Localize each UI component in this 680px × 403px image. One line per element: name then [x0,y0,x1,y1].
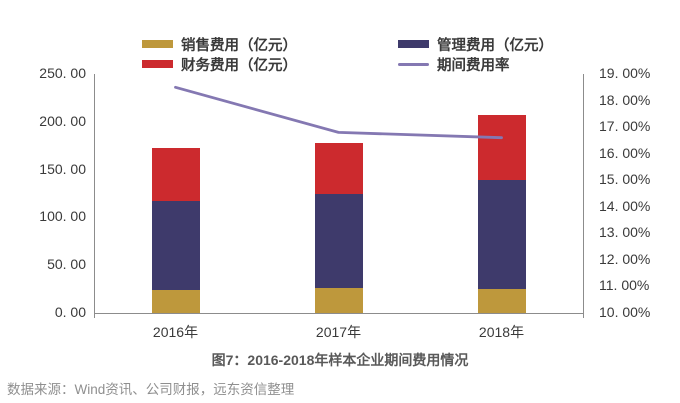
bar-segment-sales-expenses [314,288,363,313]
right-axis-tick-label: 12. 00% [599,250,651,267]
legend-label-sales-expenses: 销售费用（亿元） [181,37,297,54]
right-axis-tick-label: 16. 00% [599,144,651,161]
left-axis-tick-label: 0. 00 [54,304,86,320]
left-axis-tick-label: 100. 00 [39,208,86,225]
period-expense-ratio-line [174,85,503,140]
legend-item-financial-expenses: 财务费用（亿元） [142,56,297,74]
left-axis-tick-label: 200. 00 [39,112,86,129]
x-axis-category-label: 2017年 [315,324,362,340]
legend-swatch-period-expense-ratio [398,62,429,66]
right-axis-tick-label: 18. 00% [599,91,651,108]
bar-segment-sales-expenses [477,289,526,313]
bar-segment-financial-expenses [314,142,363,195]
left-axis-tick-label: 150. 00 [39,160,86,177]
legend-swatch-financial-expenses [142,60,173,68]
bar-segment-sales-expenses [151,290,200,313]
x-axis-baseline [94,313,584,314]
data-source-note: 数据来源：Wind资讯、公司财报，远东资信整理 [7,382,295,397]
left-axis-line [94,74,95,318]
right-axis-tick-label: 13. 00% [599,224,651,241]
bar-segment-management-expenses [477,180,526,290]
right-axis-tick-label: 15. 00% [599,171,651,188]
legend-swatch-management-expenses [398,40,429,48]
x-axis-category-label: 2016年 [152,324,199,340]
legend-label-financial-expenses: 财务费用（亿元） [181,57,297,74]
bar-segment-financial-expenses [151,147,200,202]
x-axis-category-label: 2018年 [478,324,525,340]
right-axis-tick-label: 10. 00% [599,304,651,320]
legend-item-sales-expenses: 销售费用（亿元） [142,36,297,54]
legend-item-management-expenses: 管理费用（亿元） [398,36,553,54]
bar-segment-management-expenses [151,201,200,291]
left-axis-tick-label: 250. 00 [39,65,86,81]
right-axis-line [583,74,584,318]
right-axis-tick-label: 11. 00% [599,277,650,294]
figure-caption: 图7：2016-2018年样本企业期间费用情况 [211,352,469,368]
left-axis-tick-label: 50. 00 [47,256,86,273]
bar-segment-management-expenses [314,194,363,289]
right-axis-tick-label: 14. 00% [599,197,651,214]
right-axis-tick-label: 17. 00% [599,118,651,135]
legend-item-period-expense-ratio: 期间费用率 [398,56,510,74]
legend-label-management-expenses: 管理费用（亿元） [437,37,553,54]
bar-segment-financial-expenses [477,115,526,181]
legend-swatch-sales-expenses [142,40,173,48]
right-axis-tick-label: 19. 00% [599,65,651,81]
legend-label-period-expense-ratio: 期间费用率 [437,57,510,74]
